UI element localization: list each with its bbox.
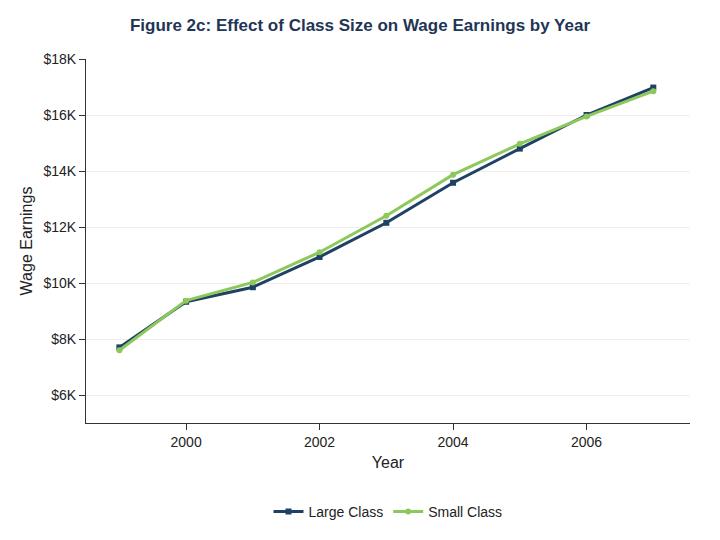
- svg-text:Small Class: Small Class: [428, 504, 502, 520]
- svg-text:Wage Earnings: Wage Earnings: [18, 187, 35, 296]
- svg-text:Large Class: Large Class: [309, 504, 384, 520]
- svg-text:$8K: $8K: [51, 331, 77, 347]
- svg-text:$10K: $10K: [43, 275, 76, 291]
- svg-text:2000: 2000: [171, 434, 202, 450]
- svg-text:$14K: $14K: [43, 163, 76, 179]
- svg-text:$18K: $18K: [43, 51, 76, 67]
- svg-text:2002: 2002: [304, 434, 335, 450]
- svg-text:$16K: $16K: [43, 107, 76, 123]
- svg-text:Figure 2c: Effect of Class Siz: Figure 2c: Effect of Class Size on Wage …: [130, 16, 590, 35]
- svg-text:$6K: $6K: [51, 387, 77, 403]
- svg-text:2004: 2004: [437, 434, 468, 450]
- svg-text:2006: 2006: [571, 434, 602, 450]
- svg-text:Year: Year: [372, 454, 405, 471]
- svg-text:$12K: $12K: [43, 219, 76, 235]
